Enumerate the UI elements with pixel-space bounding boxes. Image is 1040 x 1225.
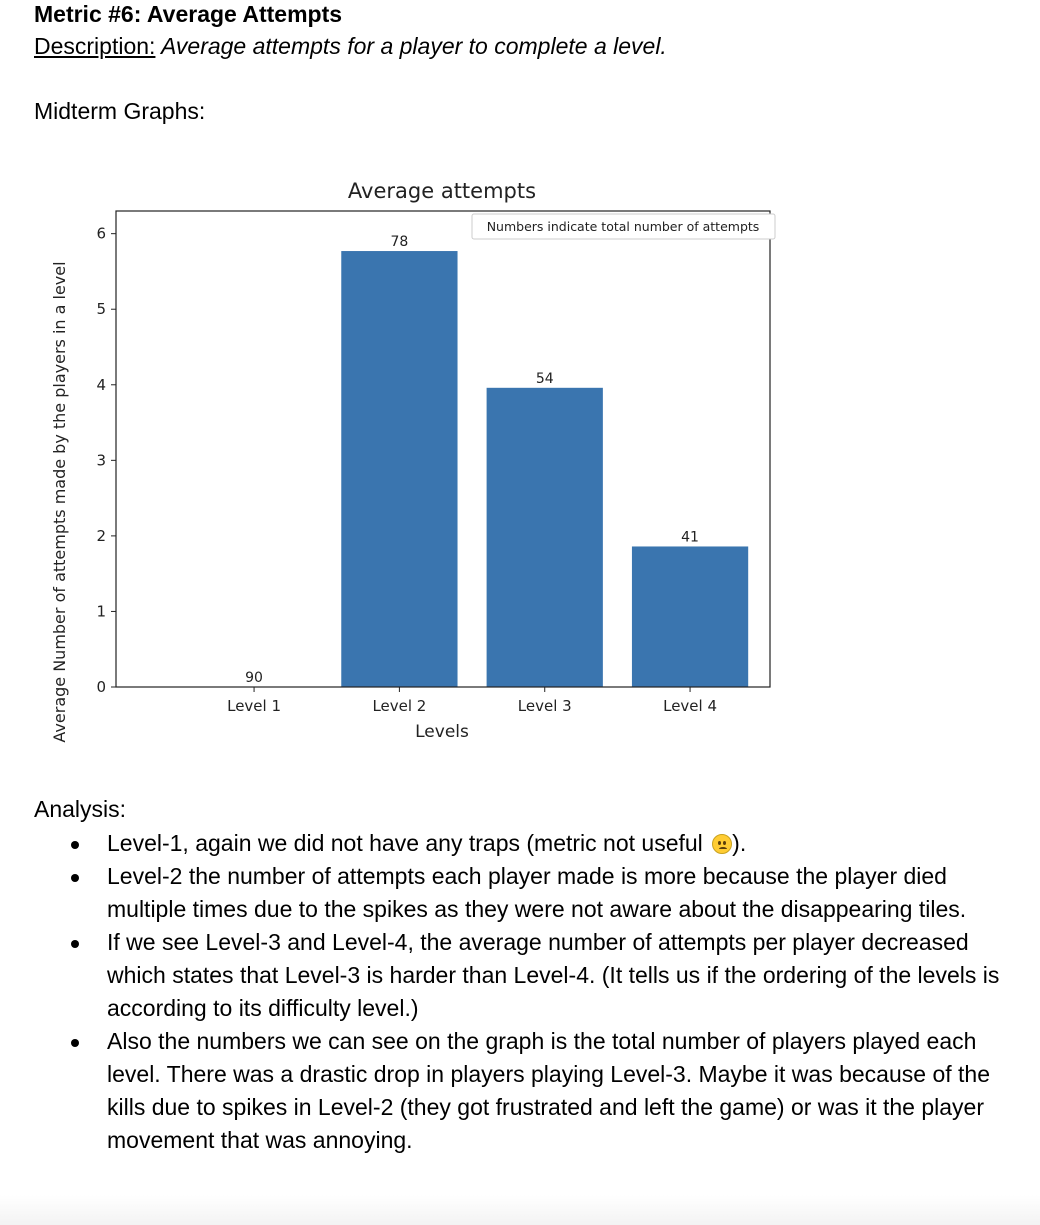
x-tick-label: Level 2 — [372, 697, 426, 715]
bullet-text: If we see Level-3 and Level-4, the avera… — [107, 929, 1000, 1021]
y-tick-label: 0 — [96, 678, 106, 696]
bar-2 — [341, 251, 458, 687]
y-tick-label: 3 — [96, 451, 106, 469]
list-item: Level-1, again we did not have any traps… — [0, 827, 1040, 860]
bar-value-label: 41 — [681, 529, 699, 545]
bar-value-label: 54 — [536, 371, 554, 387]
analysis-list: Level-1, again we did not have any traps… — [0, 827, 1040, 1157]
legend-text: Numbers indicate total number of attempt… — [487, 219, 760, 234]
list-item: Also the numbers we can see on the graph… — [0, 1025, 1040, 1157]
bar-value-label: 78 — [390, 234, 408, 250]
chart-y-axis-label: Average Number of attempts made by the p… — [50, 261, 69, 742]
y-tick-label: 2 — [96, 527, 106, 545]
bullet-dot — [71, 874, 79, 882]
description-label: Description: — [34, 33, 156, 59]
y-tick-label: 6 — [96, 225, 106, 243]
bar-3 — [486, 387, 603, 687]
bullet-dot — [71, 1039, 79, 1047]
bullet-text: Level-1, again we did not have any traps… — [107, 830, 710, 856]
analysis-heading: Analysis: — [34, 796, 127, 822]
bullet-dot — [71, 940, 79, 948]
bullet-text: Level-2 the number of attempts each play… — [107, 863, 967, 922]
y-tick-label: 1 — [96, 602, 106, 620]
list-item: Level-2 the number of attempts each play… — [0, 860, 1040, 926]
bullet-text-suffix: ). — [732, 830, 747, 856]
slightly-frowning-face-icon — [712, 834, 733, 854]
bar-value-label: 90 — [245, 670, 263, 686]
x-tick-label: Level 1 — [227, 697, 281, 715]
chart-x-axis-label: Levels — [415, 722, 469, 742]
x-tick-label: Level 4 — [663, 697, 717, 715]
chart-legend: Numbers indicate total number of attempt… — [471, 213, 776, 240]
description-text: Average attempts for a player to complet… — [155, 33, 667, 59]
midterm-graphs-label: Midterm Graphs: — [34, 98, 206, 124]
metric-title: Metric #6: Average Attempts — [34, 1, 343, 27]
average-attempts-chart: Average attempts Average Number of attem… — [50, 179, 776, 743]
metric-description: Description: Average attempts for a play… — [34, 32, 667, 60]
page-bottom-edge — [0, 1195, 1040, 1225]
bullet-dot — [71, 841, 79, 849]
plot-frame — [115, 210, 771, 688]
y-tick-label: 5 — [96, 300, 106, 318]
y-tick-label: 4 — [96, 376, 106, 394]
bar-4 — [631, 546, 749, 687]
chart-title: Average attempts — [348, 179, 536, 203]
list-item: If we see Level-3 and Level-4, the avera… — [0, 926, 1040, 1025]
bullet-text: Also the numbers we can see on the graph… — [107, 1028, 990, 1153]
x-tick-label: Level 3 — [518, 697, 572, 715]
